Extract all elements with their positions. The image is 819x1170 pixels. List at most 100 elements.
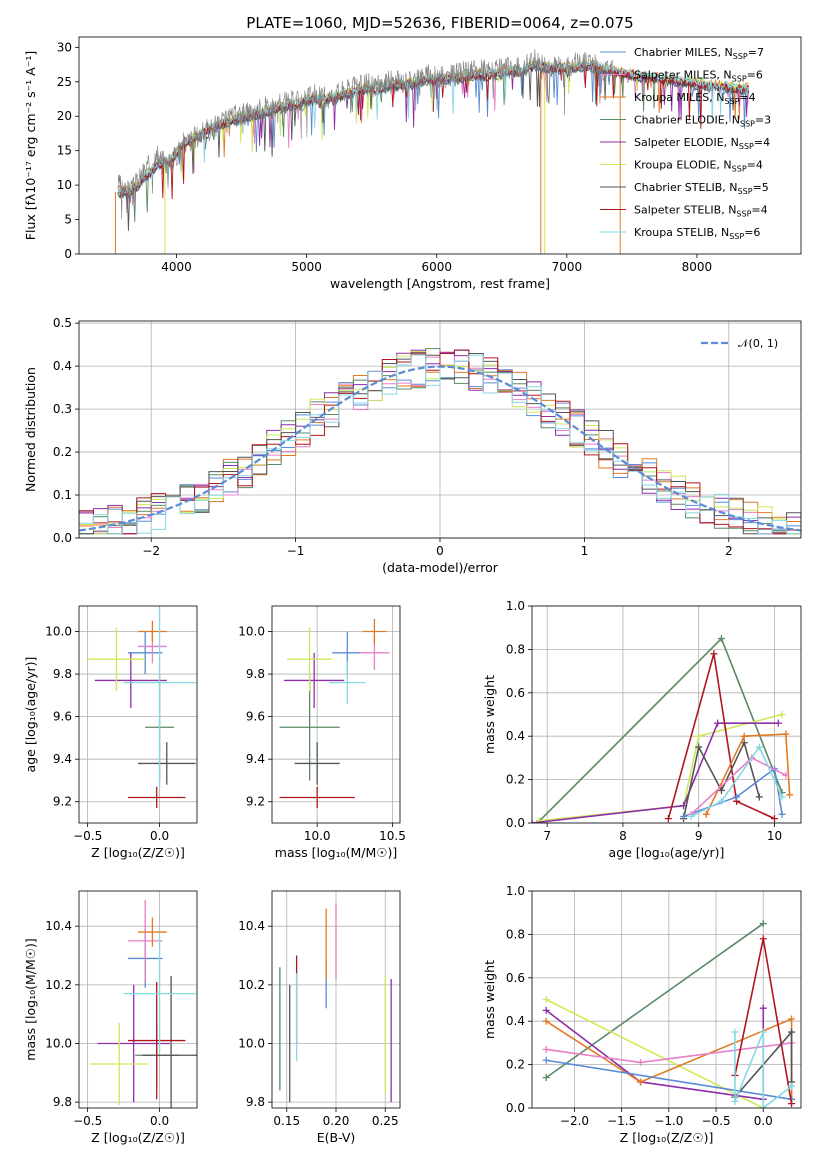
weight-marker	[778, 711, 786, 718]
x-tick-label: 7000	[552, 260, 583, 274]
y-tick-label: 25	[57, 75, 72, 89]
weight-marker	[788, 1028, 796, 1036]
weight-marker	[536, 817, 544, 823]
weight-marker	[714, 719, 722, 727]
y-tick-label: 15	[57, 144, 72, 158]
weight-marker	[786, 791, 794, 799]
y-tick-label: 0.2	[506, 1058, 525, 1072]
legend-label: Kroupa STELIB, NSSP=6	[634, 226, 760, 241]
legend-label-text: Kroupa ELODIE, N	[634, 159, 732, 172]
x-tick-label: −0.5	[73, 829, 102, 843]
y-tick-label: 5	[64, 213, 72, 227]
weight-marker	[542, 1006, 550, 1014]
y-tick-label: 10.0	[238, 625, 265, 639]
y-tick-label: 10.2	[45, 978, 72, 992]
panel-age-vs-mass: 10.0 10.5 9.2 9.4 9.6 9.8 10.0 mass [log₁₀(M/M☉…	[238, 605, 406, 860]
x-tick-label: 0.0	[754, 1114, 773, 1128]
axes-frame	[78, 605, 198, 824]
weight-marker	[788, 1015, 796, 1023]
weight-marker	[788, 1082, 796, 1090]
x-tick-label: 0.0	[150, 1114, 169, 1128]
legend-label: Salpeter MILES, NSSP=6	[634, 69, 763, 84]
weight-series	[690, 745, 783, 818]
y-tick-label: 10.0	[45, 1036, 72, 1050]
histogram-kroupa-stelib	[79, 354, 801, 538]
plot-area	[279, 902, 392, 1103]
weight-marker	[759, 935, 767, 943]
legend-label-sub: SSP	[732, 165, 747, 174]
normal-curve	[79, 365, 801, 532]
data-spectrum	[117, 49, 613, 220]
weight-marker	[759, 920, 767, 928]
x-axis-label: Z [log₁₀(Z/Z☉)]	[91, 1130, 185, 1145]
x-tick-label: −0.5	[701, 1114, 730, 1128]
y-tick-label: 10.0	[238, 1036, 265, 1050]
weight-marker	[542, 1045, 550, 1053]
axes-frame	[78, 36, 802, 255]
x-axis-label: Z [log₁₀(Z/Z☉)]	[91, 845, 185, 860]
weight-marker	[542, 1056, 550, 1064]
plot-area	[542, 920, 796, 1108]
x-tick-label: 2	[725, 544, 733, 558]
legend-label: 𝒩(0, 1)	[738, 337, 778, 350]
weight-marker	[755, 743, 763, 751]
legend-label: Salpeter STELIB, NSSP=4	[634, 204, 768, 219]
y-axis-label: mass weight	[482, 960, 497, 1039]
plot-area	[90, 899, 197, 1108]
weight-marker	[710, 650, 718, 658]
weight-marker	[664, 815, 672, 823]
x-tick-label: 8000	[682, 260, 713, 274]
axes-frame	[531, 890, 802, 1109]
y-tick-label: 9.8	[246, 667, 265, 681]
y-tick-label: 0.4	[506, 729, 525, 743]
panel-residuals: −2 −1 0 1 2 0.0 0.1 0.2 0.3 0.4 0.5 (data-model)/er…	[23, 316, 802, 575]
legend-label-eq: =6	[744, 226, 760, 239]
y-tick-label: 0.6	[506, 686, 525, 700]
weight-marker	[717, 797, 725, 805]
weight-marker	[680, 812, 688, 820]
legend-label-eq: =4	[751, 204, 767, 217]
panel-age-vs-Z: −0.5 0.0 9.2 9.4 9.6 9.8 10.0 Z [log₁₀(Z/Z☉)] ag…	[23, 605, 198, 860]
x-tick-label: 4000	[161, 260, 192, 274]
y-tick-label: 10.0	[45, 625, 72, 639]
legend-label-eq: =3	[755, 114, 771, 127]
y-tick-label: 0.0	[506, 1101, 525, 1115]
legend-label-eq: =4	[754, 136, 770, 149]
y-tick-label: 0.2	[53, 445, 72, 459]
weight-marker	[687, 812, 695, 820]
weight-series	[667, 653, 775, 820]
legend-label-eq: =4	[747, 159, 763, 172]
y-tick-label: 30	[57, 40, 72, 54]
y-tick-label: 9.6	[246, 710, 265, 724]
legend-label-sub: SSP	[736, 210, 751, 219]
legend-label-text: Chabrier STELIB, N	[634, 181, 738, 194]
weight-marker	[733, 793, 741, 801]
figure-title: PLATE=1060, MJD=52636, FIBERID=0064, z=0…	[246, 14, 633, 32]
weight-marker	[788, 1100, 796, 1108]
panel-spectrum: 4000 5000 6000 7000 8000 0 5 10 15 20 25 30 waveleng…	[23, 36, 802, 291]
legend-label-text: Chabrier MILES, N	[634, 46, 733, 59]
x-tick-label: −1	[287, 544, 305, 558]
axes-frame	[531, 605, 802, 824]
x-axis-label: (data-model)/error	[382, 560, 499, 575]
weight-marker	[731, 1097, 739, 1105]
y-tick-label: 20	[57, 109, 72, 123]
legend-label-sub: SSP	[739, 142, 754, 151]
weight-marker	[717, 635, 725, 643]
x-tick-label: −2.0	[560, 1114, 589, 1128]
panel-massweight-vs-Z: −2.0 −1.5 −1.0 −0.5 0.0 0.0 0.2 0.4 0.6 0.8 1.0 Z […	[482, 884, 802, 1145]
weight-series	[539, 637, 783, 822]
y-tick-label: 0	[64, 247, 72, 261]
x-tick-label: 1	[581, 544, 589, 558]
x-tick-label: −0.5	[73, 1114, 102, 1128]
weight-series	[546, 1059, 792, 1101]
legend-label: Chabrier ELODIE, NSSP=3	[634, 114, 771, 129]
y-tick-label: 9.4	[246, 752, 265, 766]
plot-area	[532, 635, 794, 823]
legend-label: Kroupa MILES, NSSP=4	[634, 91, 756, 106]
panel-mass-vs-Z: −0.5 0.0 9.8 10.0 10.2 10.4 Z [log₁₀(Z/Z☉)] mas…	[23, 890, 198, 1145]
weight-series	[705, 733, 791, 815]
axes-frame	[78, 890, 198, 1109]
y-tick-label: 0.8	[506, 927, 525, 941]
